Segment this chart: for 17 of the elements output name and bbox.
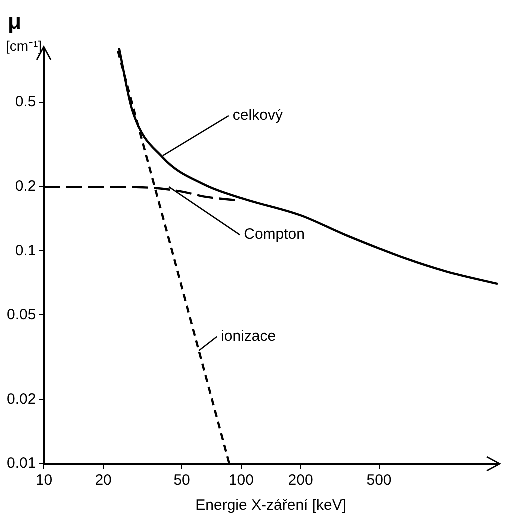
x-tick-label: 100 xyxy=(228,472,254,490)
x-axis-title: Energie X-záření [keV] xyxy=(196,497,347,514)
x-tick-label: 200 xyxy=(288,472,314,490)
annotation: Compton xyxy=(244,226,305,244)
y-axis-title: μ [cm⁻¹] xyxy=(6,9,42,54)
y-tick-label: 0.2 xyxy=(15,178,36,196)
x-tick-label: 500 xyxy=(366,472,392,490)
annotation: ionizace xyxy=(221,328,276,346)
y-tick-label: 0.1 xyxy=(15,242,36,260)
y-tick-label: 0.01 xyxy=(6,455,36,472)
x-tick-label: 50 xyxy=(174,472,190,490)
x-tick-label: 10 xyxy=(36,472,53,490)
x-tick-label: 20 xyxy=(95,472,112,490)
y-tick-label: 0.5 xyxy=(15,93,36,110)
annotation: celkový xyxy=(232,107,284,124)
y-tick-label: 0.02 xyxy=(6,391,36,408)
y-tick-label: 0.05 xyxy=(6,306,36,324)
